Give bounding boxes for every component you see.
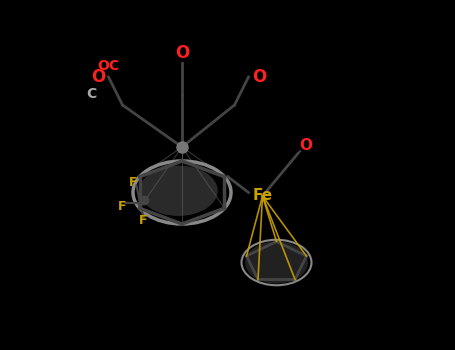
Ellipse shape (139, 166, 217, 216)
Text: C: C (86, 88, 96, 102)
Text: OC: OC (97, 60, 120, 74)
Text: F: F (118, 200, 127, 213)
Text: F: F (139, 214, 148, 227)
Text: O: O (252, 68, 266, 86)
Ellipse shape (245, 241, 308, 284)
Text: O: O (91, 68, 105, 86)
Text: Fe: Fe (253, 189, 273, 203)
Text: O: O (175, 43, 189, 62)
Text: F: F (129, 175, 137, 189)
Text: O: O (300, 138, 313, 153)
